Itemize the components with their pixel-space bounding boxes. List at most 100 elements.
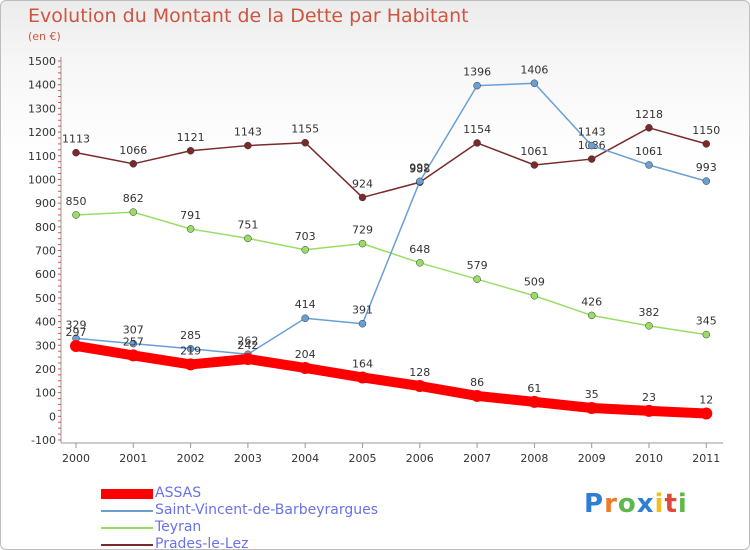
data-label: 329 — [66, 318, 87, 331]
data-label: 242 — [237, 339, 258, 352]
data-point — [358, 239, 367, 248]
data-label: 703 — [295, 230, 316, 243]
data-label: 86 — [470, 376, 484, 389]
logo-letter: i — [654, 489, 665, 519]
series-teyran: 850 862 791 751 703 729 648 579 509 426 382 345 — [66, 192, 717, 339]
data-point — [129, 160, 138, 168]
proxiti-logo: Proxiti — [584, 489, 688, 519]
data-point — [184, 358, 197, 371]
data-label: 993 — [696, 161, 717, 174]
x-tick-label: 2000 — [62, 452, 90, 465]
legend-swatch — [101, 489, 153, 499]
data-label: 1155 — [291, 123, 319, 136]
logo-letter: P — [584, 489, 605, 519]
data-label: 414 — [295, 298, 316, 311]
data-label: 382 — [639, 306, 660, 319]
y-tick-label: 300 — [35, 339, 56, 352]
data-label: 285 — [180, 329, 201, 342]
data-label: 751 — [237, 218, 258, 231]
data-label: 1121 — [177, 131, 205, 144]
data-label: 1396 — [463, 66, 491, 79]
data-point — [645, 322, 653, 330]
data-label: 307 — [123, 324, 144, 337]
series-assas: 297 257 219 242 204 164 128 86 61 35 23 12 — [66, 326, 713, 420]
data-label: 579 — [467, 259, 488, 272]
data-point — [186, 147, 195, 155]
data-label: 23 — [642, 391, 656, 404]
data-label: 1154 — [463, 123, 491, 136]
data-label: 1066 — [119, 144, 147, 157]
logo-letter: r — [604, 489, 618, 519]
x-tick-label: 2008 — [520, 452, 548, 465]
data-point — [471, 389, 484, 402]
data-label: 1143 — [578, 126, 606, 139]
data-point — [416, 177, 424, 186]
data-label: 1406 — [520, 63, 548, 76]
data-label: 257 — [123, 335, 144, 348]
series-saint-vincent-de-barbeyrargues: 329 307 285 262 414 391 992 1396 1406 1143 1061 993 — [66, 63, 717, 359]
data-label: 12 — [699, 393, 713, 406]
y-tick-label: 1500 — [28, 55, 56, 68]
data-point — [186, 345, 195, 353]
data-point — [241, 352, 254, 365]
data-label: 219 — [180, 344, 201, 357]
data-point — [700, 407, 713, 420]
y-tick-label: 600 — [35, 268, 56, 281]
y-tick-label: 700 — [35, 245, 56, 258]
data-point — [587, 311, 596, 320]
data-label: 648 — [409, 243, 430, 256]
data-point — [587, 141, 596, 150]
data-point — [244, 141, 252, 150]
chart-title: Evolution du Montant de la Dette par Hab… — [28, 5, 469, 27]
data-label: 1113 — [62, 133, 90, 146]
y-tick-label: 1100 — [28, 150, 56, 163]
data-label: 509 — [524, 276, 545, 289]
x-tick-label: 2005 — [349, 452, 377, 465]
y-tick-label: 500 — [35, 292, 56, 305]
data-point — [530, 291, 539, 300]
data-label: 345 — [696, 315, 717, 328]
x-tick-label: 2010 — [635, 452, 663, 465]
data-label: 61 — [527, 382, 541, 395]
data-point — [645, 124, 653, 132]
x-tick-label: 2011 — [692, 452, 720, 465]
data-point — [129, 339, 138, 348]
data-label: 297 — [66, 326, 87, 339]
data-label: 391 — [352, 304, 373, 317]
data-point — [473, 139, 481, 147]
legend-label: Teyran — [155, 519, 202, 535]
legend-label: ASSAS — [155, 485, 202, 501]
data-point — [413, 379, 426, 392]
y-tick-label: 1000 — [28, 173, 56, 186]
data-label: 1061 — [520, 145, 548, 158]
data-label: 426 — [581, 295, 602, 308]
data-point — [244, 234, 252, 243]
data-point — [702, 140, 711, 148]
y-tick-label: 0 — [49, 410, 56, 423]
data-point — [585, 402, 598, 415]
data-label: 850 — [66, 195, 87, 208]
data-label: 204 — [295, 348, 316, 361]
logo-letter: x — [636, 489, 655, 519]
y-tick-label: 800 — [35, 221, 56, 234]
data-label: 992 — [409, 161, 430, 174]
data-point — [473, 81, 481, 90]
data-point — [356, 371, 369, 384]
data-label: 128 — [409, 366, 430, 379]
y-tick-label: 1300 — [28, 102, 56, 115]
data-point — [301, 314, 309, 322]
y-tick-label: 400 — [35, 316, 56, 329]
data-label: 1150 — [692, 124, 720, 137]
data-point — [416, 259, 424, 267]
data-label: 924 — [352, 177, 373, 190]
data-point — [358, 193, 367, 202]
data-point — [70, 339, 82, 352]
x-tick-label: 2001 — [119, 452, 147, 465]
legend-swatch — [101, 510, 153, 512]
series-line — [75, 82, 708, 356]
data-label: 1218 — [635, 108, 663, 121]
data-point — [186, 225, 195, 233]
data-label: 791 — [180, 209, 201, 222]
x-tick-label: 2003 — [234, 452, 262, 465]
